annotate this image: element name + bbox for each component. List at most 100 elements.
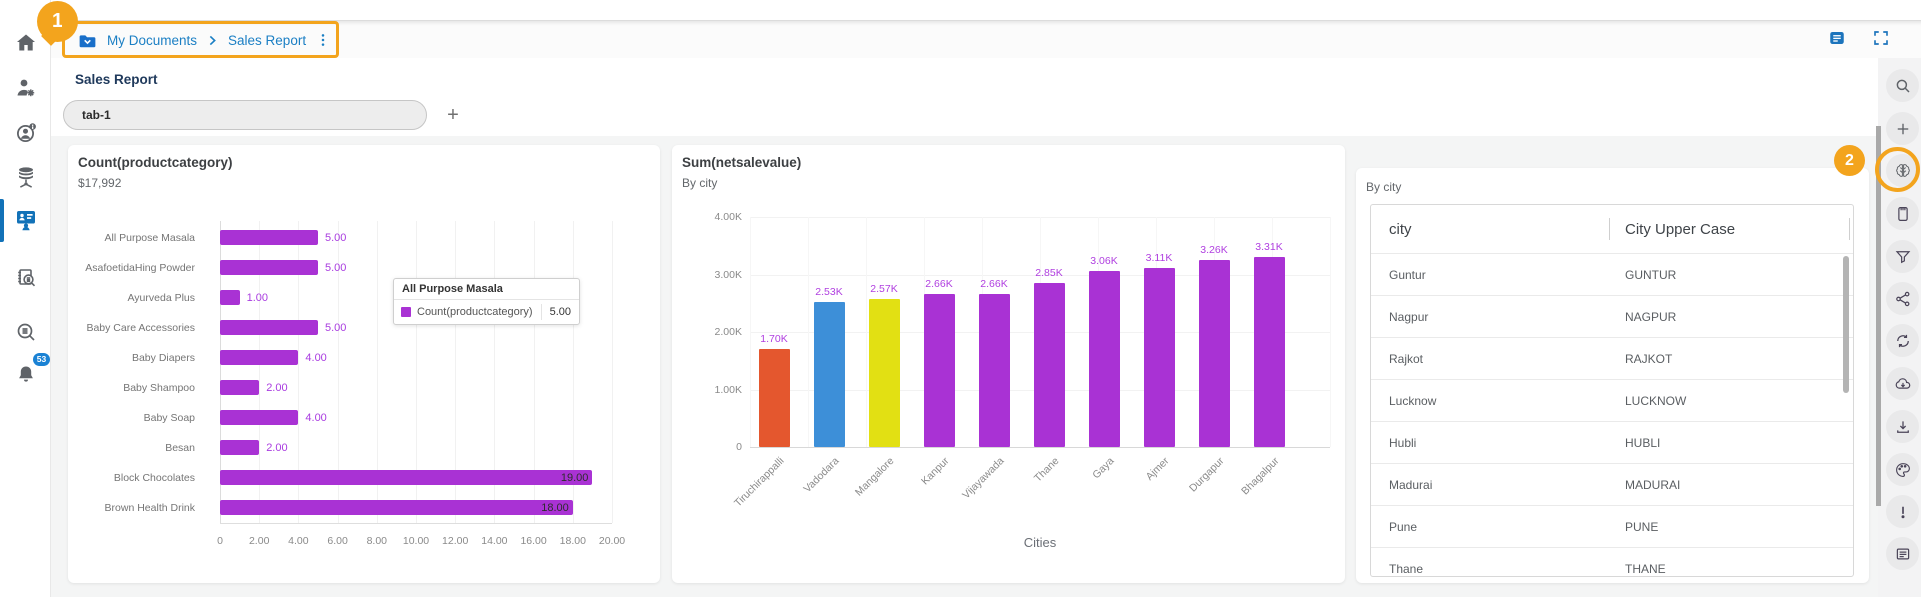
bar-value-label: 5.00 — [325, 322, 347, 334]
x-axis-tick: 20.00 — [598, 535, 626, 547]
comments-icon[interactable] — [1827, 29, 1847, 49]
column-separator — [1609, 218, 1610, 240]
breadcrumb-sales-report[interactable]: Sales Report — [228, 32, 307, 48]
widget-by-city-table: By city city City Upper Case Guntur GUNTU… — [1356, 168, 1869, 583]
table-row[interactable]: Guntur GUNTUR — [1371, 253, 1853, 295]
toolbar-item-share[interactable] — [1886, 282, 1919, 315]
bar-value-label: 3.31K — [1255, 241, 1283, 253]
toolbar-item-alert[interactable] — [1886, 495, 1919, 528]
notifications-bell-icon — [10, 363, 42, 387]
x-axis-tick: 4.00 — [288, 535, 309, 547]
bar-baby-shampoo[interactable] — [220, 380, 260, 395]
cell-city: Thane — [1389, 561, 1424, 576]
tooltip-value: 5.00 — [540, 304, 579, 320]
right-toolbar — [1876, 58, 1921, 597]
bar-vijayawada[interactable] — [978, 294, 1010, 447]
bar-besan[interactable] — [220, 440, 260, 455]
column-header-city[interactable]: city — [1389, 220, 1412, 238]
clipboard-icon — [1886, 205, 1919, 223]
bar-ajmer[interactable] — [1143, 268, 1175, 447]
bar-value-label: 2.00 — [266, 382, 288, 394]
bar-ayurveda-plus[interactable] — [220, 290, 240, 305]
topbar-actions — [1827, 29, 1891, 49]
x-axis-line — [220, 523, 612, 524]
y-axis-tick: 3.00K — [714, 268, 742, 281]
toolbar-item-palette[interactable] — [1886, 453, 1919, 486]
bar-vadodara[interactable] — [813, 302, 845, 447]
table-scrollbar-thumb[interactable] — [1843, 256, 1849, 393]
gridline — [416, 221, 417, 523]
table-row[interactable]: Lucknow LUCKNOW — [1371, 379, 1853, 421]
sidebar-item-report-search[interactable] — [10, 262, 42, 294]
bar-bhagalpur[interactable] — [1253, 257, 1285, 447]
table-row[interactable]: Nagpur NAGPUR — [1371, 295, 1853, 337]
cell-city: Hubli — [1389, 435, 1417, 450]
bar-mangalore[interactable] — [868, 299, 900, 447]
toolbar-scrollbar-thumb[interactable] — [1876, 126, 1881, 506]
toolbar-item-search[interactable] — [1886, 69, 1919, 102]
hbar-chart: 0 2.00 4.00 6.00 8.00 10.00 12.00 14.00 16.00 18.… — [68, 145, 660, 583]
bar-baby-care-accessories[interactable] — [220, 320, 318, 335]
toolbar-item-report-list[interactable] — [1886, 537, 1919, 570]
bar-durgapur[interactable] — [1198, 260, 1230, 447]
fullscreen-icon[interactable] — [1871, 29, 1891, 49]
dashboards-icon — [10, 208, 42, 232]
breadcrumb-my-documents[interactable]: My Documents — [107, 32, 198, 48]
report-list-icon — [1886, 545, 1919, 563]
gridline — [376, 221, 378, 523]
toolbar-item-add-widget[interactable] — [1886, 112, 1919, 145]
toolbar-item-cloud-download[interactable] — [1886, 367, 1919, 400]
sidebar-item-search-data[interactable] — [10, 316, 42, 348]
bar-baby-soap[interactable] — [220, 410, 299, 425]
title-row: Sales Report — [51, 58, 1878, 96]
widget-count-productcategory: Count(productcategory) $17,992 0 2.00 4.00… — [68, 145, 660, 583]
bar-value-label: 3.11K — [1145, 252, 1173, 264]
toolbar-item-clipboard[interactable] — [1886, 197, 1919, 230]
table-row[interactable]: Pune PUNE — [1371, 505, 1853, 547]
refresh-icon — [1886, 332, 1919, 350]
x-axis-tick: 14.00 — [481, 535, 508, 547]
bar-baby-diapers[interactable] — [220, 350, 299, 365]
sidebar-item-home[interactable] — [10, 27, 42, 59]
left-sidebar: 53 — [0, 0, 51, 597]
table-row[interactable]: Thane THANE — [1371, 547, 1853, 576]
bar-value-label: 3.06K — [1090, 255, 1118, 267]
notification-count-badge: 53 — [33, 353, 50, 366]
annotation-breadcrumb-highlight — [62, 21, 339, 58]
bar-value-label: 2.85K — [1035, 267, 1063, 279]
bar-gaya[interactable] — [1088, 271, 1120, 447]
tab-tab-1[interactable]: tab-1 — [63, 100, 427, 130]
kebab-menu-icon[interactable] — [315, 32, 331, 48]
x-axis-tick: 6.00 — [327, 535, 348, 547]
column-header-city-upper-case[interactable]: City Upper Case — [1625, 220, 1736, 238]
toolbar-item-refresh[interactable] — [1886, 324, 1919, 357]
toolbar-item-download[interactable] — [1886, 410, 1919, 443]
bar-asafoetidahing-powder[interactable] — [220, 260, 318, 275]
report-search-icon — [10, 266, 42, 290]
bar-kanpur[interactable] — [923, 294, 955, 447]
search-icon — [1886, 77, 1919, 95]
bar-brown-health-drink[interactable] — [220, 500, 573, 515]
toolbar-item-filter[interactable] — [1886, 240, 1919, 273]
bar-thane[interactable] — [1033, 283, 1065, 447]
sidebar-item-notifications-bell[interactable]: 53 — [10, 353, 50, 391]
bar-all-purpose-masala[interactable] — [220, 230, 318, 245]
sidebar-item-account-info[interactable] — [10, 117, 42, 149]
cell-city-upper-case: MADURAI — [1625, 477, 1681, 492]
table-row[interactable]: Hubli HUBLI — [1371, 421, 1853, 463]
folder-icon[interactable] — [77, 31, 98, 50]
sidebar-item-user-settings[interactable] — [10, 72, 42, 104]
gridline — [494, 221, 496, 523]
category-label: Ayurveda Plus — [127, 292, 195, 304]
add-tab-button[interactable]: + — [439, 101, 467, 129]
y-axis-tick: 1.00K — [714, 383, 742, 396]
cell-city-upper-case: NAGPUR — [1625, 309, 1677, 324]
table-row[interactable]: Madurai MADURAI — [1371, 463, 1853, 505]
sidebar-item-data-sources[interactable] — [10, 161, 42, 193]
bar-tiruchirappalli[interactable] — [758, 349, 790, 447]
table-row[interactable]: Rajkot RAJKOT — [1371, 337, 1853, 379]
sidebar-item-dashboards[interactable] — [10, 204, 42, 236]
bar-block-chocolates[interactable] — [220, 470, 593, 485]
tooltip-swatch — [401, 307, 411, 317]
